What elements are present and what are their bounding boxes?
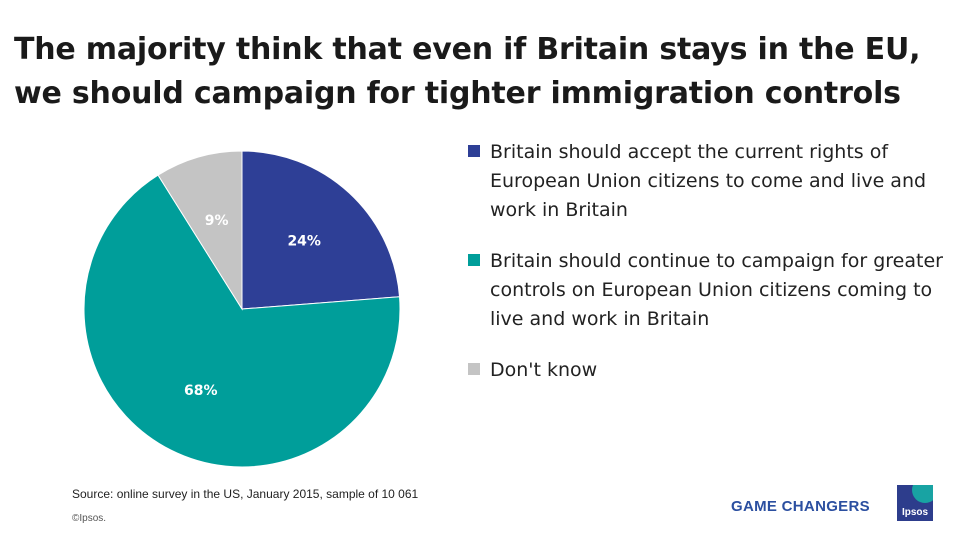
data-label-0: 24%	[287, 234, 321, 250]
logo-text: Ipsos	[901, 507, 929, 518]
legend-label: Britain should continue to campaign for …	[490, 250, 943, 330]
legend-swatch	[468, 145, 480, 157]
legend-swatch	[468, 254, 480, 266]
chart-title: The majority think that even if Britain …	[14, 32, 921, 111]
legend-swatch	[468, 363, 480, 375]
data-label-2: 9%	[205, 213, 229, 229]
source-note: Source: online survey in the US, January…	[72, 487, 419, 501]
data-label-1: 68%	[184, 383, 218, 399]
legend-item-1: Britain should continue to campaign for …	[468, 247, 948, 334]
ipsos-logo: Ipsos	[897, 485, 933, 521]
legend-label: Britain should accept the current rights…	[490, 141, 927, 221]
pie-slice-1	[83, 174, 401, 468]
game-changers-tagline: GAME CHANGERS	[731, 498, 870, 515]
legend-item-0: Britain should accept the current rights…	[468, 138, 948, 225]
copyright-note: ©Ipsos.	[72, 513, 107, 524]
logo-swoosh-icon	[912, 485, 933, 503]
legend: Britain should accept the current rights…	[468, 138, 948, 407]
legend-label: Don't know	[490, 359, 598, 381]
pie-slice-0	[241, 150, 401, 310]
legend-item-2: Don't know	[468, 356, 948, 385]
pie-slice-2	[157, 150, 243, 311]
